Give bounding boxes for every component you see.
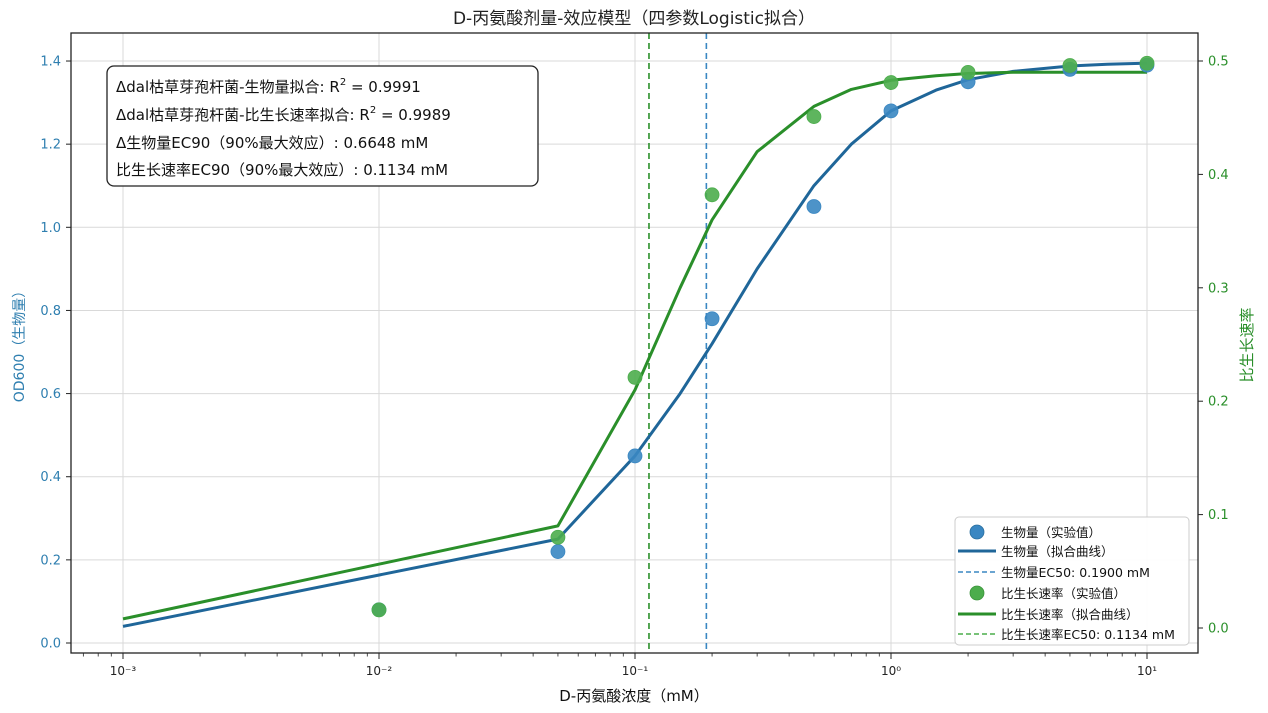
- x-axis-label: D-丙氨酸浓度（mM）: [559, 687, 709, 705]
- right-y-tick-label: 0.1: [1208, 508, 1229, 523]
- left-y-tick-label: 0.6: [40, 387, 61, 402]
- left-y-axis-ticks: 0.0 0.2 0.4 0.6 0.8 1.0 1.2 1.4: [40, 55, 71, 652]
- data-point: [960, 64, 976, 80]
- left-y-axis-label: OD600（生物量）: [12, 284, 28, 403]
- legend-label: 比生长速率EC50: 0.1134 mM: [1001, 627, 1175, 642]
- data-point: [704, 187, 720, 203]
- right-y-axis-label: 比生长速率: [1238, 307, 1256, 382]
- data-point: [704, 311, 720, 327]
- left-y-tick-label: 0.8: [40, 304, 61, 319]
- data-point: [1139, 55, 1155, 71]
- annotation-box: Δdal枯草芽孢杆菌-生物量拟合: R2 = 0.9991 Δdal枯草芽孢杆菌…: [106, 65, 539, 187]
- data-points: [371, 55, 1155, 618]
- legend-label: 生物量（实验值）: [1001, 525, 1101, 540]
- data-point: [806, 199, 822, 214]
- data-point: [1062, 58, 1078, 73]
- x-tick-label: 10⁻²: [366, 664, 393, 678]
- left-y-tick-label: 1.0: [40, 221, 61, 236]
- annotation-line-2: Δdal枯草芽孢杆菌-比生长速率拟合: R2 = 0.9989: [116, 105, 451, 124]
- legend-marker-biomass-points: [969, 524, 985, 540]
- left-y-tick-label: 0.2: [40, 553, 61, 568]
- data-point: [550, 529, 566, 545]
- fit-curves: [122, 61, 1148, 628]
- annotation-line-1: Δdal枯草芽孢杆菌-生物量拟合: R2 = 0.9991: [116, 77, 421, 96]
- right-y-tick-label: 0.5: [1208, 55, 1229, 70]
- right-y-axis-ticks: 0.0 0.1 0.2 0.3 0.4 0.5: [1198, 55, 1229, 637]
- fit-curve: [122, 61, 1148, 628]
- data-point: [627, 369, 643, 385]
- data-point: [627, 448, 643, 464]
- legend: 生物量（实验值） 生物量（拟合曲线） 生物量EC50: 0.1900 mM 比生…: [954, 516, 1190, 646]
- x-tick-label: 10⁻³: [110, 664, 137, 678]
- right-y-tick-label: 0.2: [1208, 395, 1229, 410]
- legend-label: 生物量（拟合曲线）: [1001, 544, 1114, 559]
- legend-label: 比生长速率（拟合曲线）: [1001, 607, 1139, 622]
- data-point: [883, 75, 899, 90]
- fit-curve: [122, 70, 1147, 621]
- data-point: [371, 602, 387, 618]
- right-y-tick-label: 0.4: [1208, 168, 1229, 183]
- data-point: [883, 103, 899, 119]
- data-point: [550, 544, 566, 559]
- left-y-tick-label: 0.0: [40, 637, 61, 652]
- x-tick-label: 10¹: [1137, 664, 1157, 678]
- annotation-line-4: 比生长速率EC90（90%最大效应）: 0.1134 mM: [116, 161, 448, 179]
- ec50-lines: [648, 33, 708, 653]
- x-axis-ticks: 10⁻³ 10⁻² 10⁻¹ 10⁰ 10¹: [82, 653, 1157, 678]
- left-y-tick-label: 1.2: [40, 138, 61, 153]
- x-tick-label: 10⁰: [881, 664, 901, 678]
- left-y-tick-label: 1.4: [40, 55, 61, 70]
- right-y-tick-label: 0.3: [1208, 281, 1229, 296]
- left-y-tick-label: 0.4: [40, 470, 61, 485]
- legend-marker-rate-points: [969, 585, 985, 601]
- legend-label: 比生长速率（实验值）: [1001, 586, 1126, 601]
- chart-title: D-丙氨酸剂量-效应模型（四参数Logistic拟合）: [453, 9, 815, 29]
- data-point: [806, 109, 822, 124]
- annotation-line-3: Δ生物量EC90（90%最大效应）: 0.6648 mM: [116, 134, 428, 152]
- right-y-tick-label: 0.0: [1208, 622, 1229, 637]
- legend-label: 生物量EC50: 0.1900 mM: [1001, 565, 1150, 580]
- x-tick-label: 10⁻¹: [622, 664, 649, 678]
